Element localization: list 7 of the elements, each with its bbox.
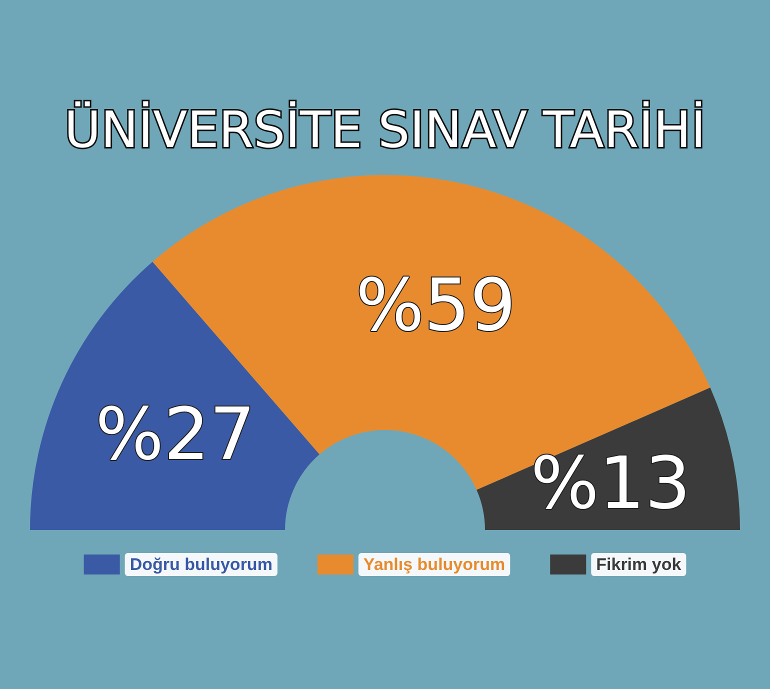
data-label: %59 bbox=[356, 263, 516, 348]
data-label: %13 bbox=[530, 440, 691, 525]
data-label: %27 bbox=[95, 392, 256, 476]
legend-label: Fikrim yok bbox=[596, 555, 682, 574]
chart-title: ÜNİVERSİTE SINAV TARİHİ bbox=[64, 101, 706, 159]
legend-label: Yanlış buluyorum bbox=[363, 555, 506, 574]
legend-label: Doğru buluyorum bbox=[130, 555, 272, 574]
